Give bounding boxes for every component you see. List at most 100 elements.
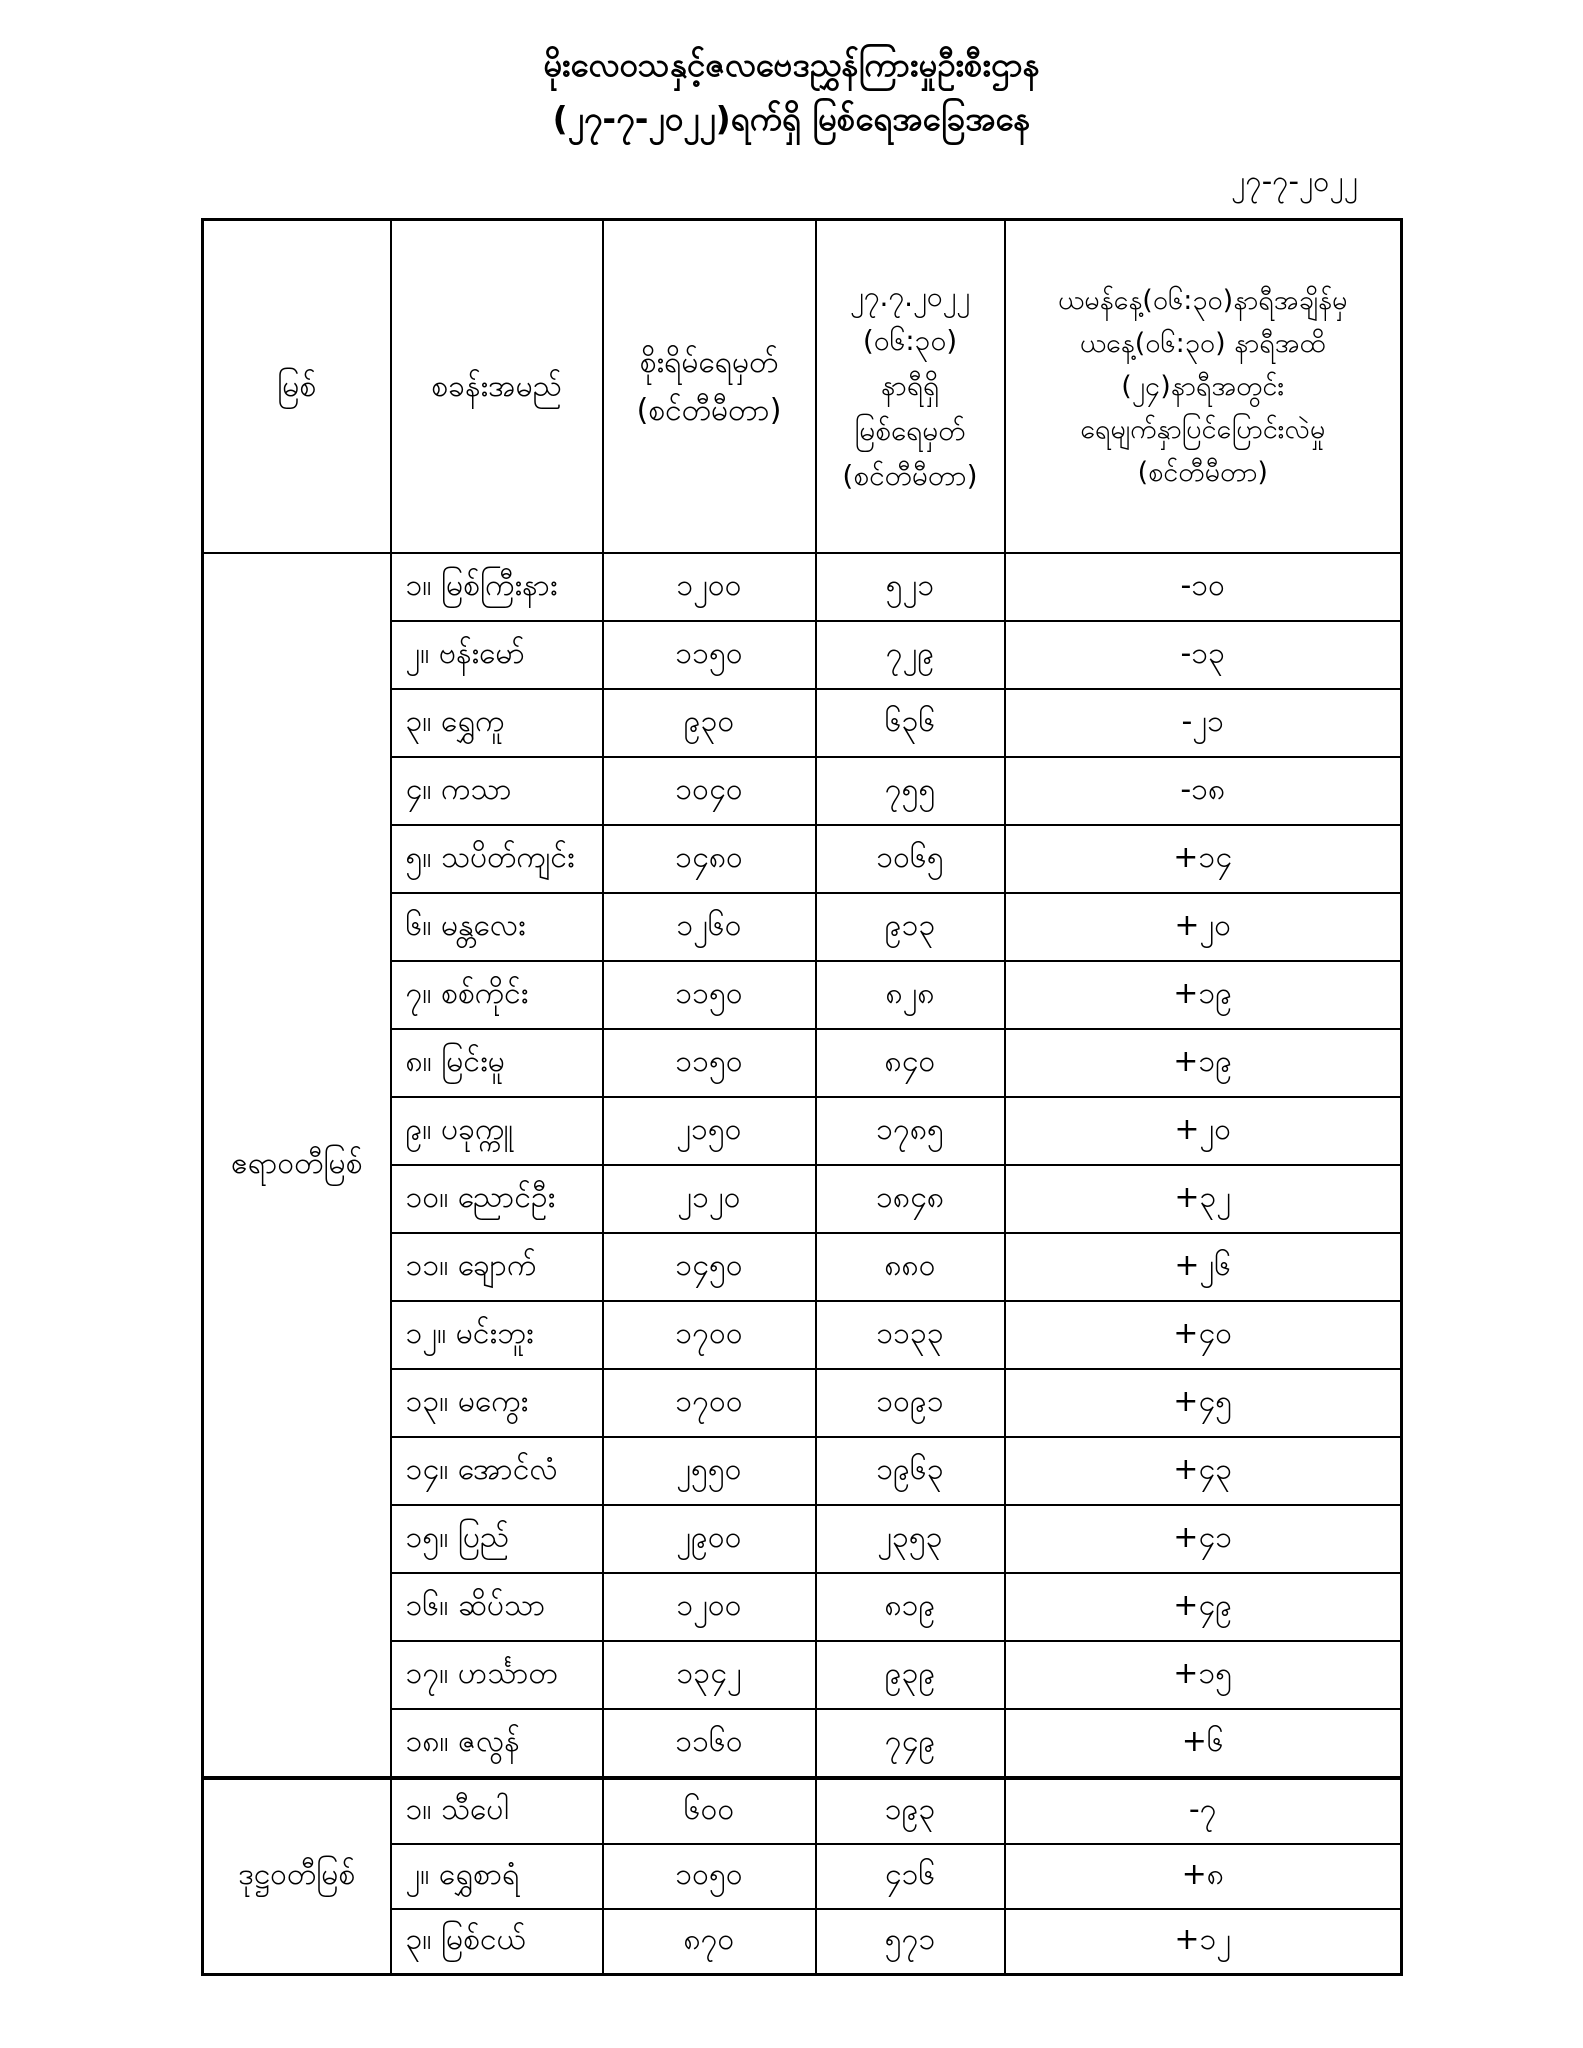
table-row: ၉။ ပခုက္ကူ ၂၁၅၀ ၁၇၈၅ +၂၀ — [203, 1096, 1403, 1166]
water-level-cell: ၈၄၀ — [814, 1028, 1006, 1098]
station-cell: ၁၄။ အောင်လံ — [389, 1436, 604, 1506]
danger-level-cell: ၂၉၀၀ — [601, 1504, 817, 1574]
table-row: ၂။ ရွှေစာရံ ၁၀၅၀ ၄၁၆ +၈ — [203, 1843, 1403, 1910]
river-name-cell: ဒုဋ္ဌဝတီမြစ် — [201, 1776, 392, 1976]
document-title: မိုးလေဝသနှင့်ဇလဗေဒညွှန်ကြားမှုဦးစီးဌာန (… — [0, 38, 1583, 147]
water-level-cell: ၅၂၁ — [814, 552, 1006, 622]
danger-level-cell: ၁၃၄၂ — [601, 1640, 817, 1710]
danger-level-cell: ၁၇၀၀ — [601, 1300, 817, 1370]
change-cell: +၄၃ — [1003, 1436, 1403, 1506]
station-cell: ၂။ ရွှေစာရံ — [389, 1843, 604, 1910]
station-cell: ၇။ စစ်ကိုင်း — [389, 960, 604, 1030]
danger-level-cell: ၂၁၂၀ — [601, 1164, 817, 1234]
station-cell: ၄။ ကသာ — [389, 756, 604, 826]
change-cell: +၄၉ — [1003, 1572, 1403, 1642]
station-cell: ၅။ သပိတ်ကျင်း — [389, 824, 604, 894]
change-cell: +၄၅ — [1003, 1368, 1403, 1438]
station-cell: ၉။ ပခုက္ကူ — [389, 1096, 604, 1166]
station-column-header: စခန်းအမည် — [389, 218, 604, 554]
river-name-cell: ဧရာဝတီမြစ် — [201, 552, 392, 1779]
title-line-1: မိုးလေဝသနှင့်ဇလဗေဒညွှန်ကြားမှုဦးစီးဌာန — [543, 45, 1040, 84]
change-cell: -၁၀ — [1003, 552, 1403, 622]
water-level-cell: ၈၈၀ — [814, 1232, 1006, 1302]
water-level-cell: ၁၁၃၃ — [814, 1300, 1006, 1370]
water-level-cell: ၈၁၉ — [814, 1572, 1006, 1642]
change-column-header: ယမန်နေ့(၀၆:၃၀)နာရီအချိန်မှ ယနေ့(၀၆:၃၀) န… — [1003, 218, 1403, 554]
table-row: ၂။ ဗန်းမော် ၁၁၅၀ ၇၂၉ -၁၃ — [203, 620, 1403, 690]
danger-level-cell: ၁၀၄၀ — [601, 756, 817, 826]
water-level-cell: ၄၁၆ — [814, 1843, 1006, 1910]
danger-level-cell: ၆၀၀ — [601, 1776, 817, 1845]
table-row: ၃။ မြစ်ငယ် ၈၇၀ ၅၇၁ +၁၂ — [203, 1908, 1403, 1976]
station-cell: ၁၅။ ပြည် — [389, 1504, 604, 1574]
table-row: ၇။ စစ်ကိုင်း ၁၁၅၀ ၈၂၈ +၁၉ — [203, 960, 1403, 1030]
station-cell: ၂။ ဗန်းမော် — [389, 620, 604, 690]
change-cell: +၆ — [1003, 1708, 1403, 1779]
danger-level-cell: ၁၄၈၀ — [601, 824, 817, 894]
change-cell: +၁၉ — [1003, 1028, 1403, 1098]
danger-level-cell: ၂၅၅၀ — [601, 1436, 817, 1506]
table-row: ၅။ သပိတ်ကျင်း ၁၄၈၀ ၁၀၆၅ +၁၄ — [203, 824, 1403, 894]
table-row: ၈။ မြင်းမူ ၁၁၅၀ ၈၄၀ +၁၉ — [203, 1028, 1403, 1098]
station-cell: ၈။ မြင်းမူ — [389, 1028, 604, 1098]
river-column-header: မြစ် — [201, 218, 392, 554]
water-level-cell: ၁၈၄၈ — [814, 1164, 1006, 1234]
danger-level-cell: ၁၁၆၀ — [601, 1708, 817, 1779]
table-row: ၁၈။ ဇလွန် ၁၁၆၀ ၇၄၉ +၆ — [203, 1708, 1403, 1779]
table-row: ၁၁။ ချောက် ၁၄၅၀ ၈၈၀ +၂၆ — [203, 1232, 1403, 1302]
table-row: ၆။ မန္တလေး ၁၂၆၀ ၉၁၃ +၂၀ — [203, 892, 1403, 962]
table-row: ၁၅။ ပြည် ၂၉၀၀ ၂၃၅၃ +၄၁ — [203, 1504, 1403, 1574]
change-cell: +၁၂ — [1003, 1908, 1403, 1976]
table-row: ၁၂။ မင်းဘူး ၁၇၀၀ ၁၁၃၃ +၄၀ — [203, 1300, 1403, 1370]
station-cell: ၁၆။ ဆိပ်သာ — [389, 1572, 604, 1642]
station-cell: ၃။ မြစ်ငယ် — [389, 1908, 604, 1976]
table-row: ၁၇။ ဟင်္သာတ ၁၃၄၂ ၉၃၉ +၁၅ — [203, 1640, 1403, 1710]
table-row: ၁၀။ ညောင်ဦး ၂၁၂၀ ၁၈၄၈ +၃၂ — [203, 1164, 1403, 1234]
table-row: ဧရာဝတီမြစ် ၁။ မြစ်ကြီးနား ၁၂၀၀ ၅၂၁ -၁၀ — [201, 552, 1403, 1779]
report-date: ၂၇-၇-၂၀၂၂ — [1231, 164, 1358, 198]
danger-level-cell: ၁၀၅၀ — [601, 1843, 817, 1910]
station-cell: ၁၀။ ညောင်ဦး — [389, 1164, 604, 1234]
water-level-cell: ၈၂၈ — [814, 960, 1006, 1030]
station-cell: ၁၁။ ချောက် — [389, 1232, 604, 1302]
station-cell: ၃။ ရွှေကူ — [389, 688, 604, 758]
water-level-cell: ၁၀၉၁ — [814, 1368, 1006, 1438]
water-level-cell: ၇၄၉ — [814, 1708, 1006, 1779]
change-cell: +၈ — [1003, 1843, 1403, 1910]
danger-level-cell: ၉၃၀ — [601, 688, 817, 758]
change-cell: +၄၀ — [1003, 1300, 1403, 1370]
change-cell: +၃၂ — [1003, 1164, 1403, 1234]
water-level-cell: ၇၅၅ — [814, 756, 1006, 826]
change-cell: +၂၀ — [1003, 892, 1403, 962]
danger-level-cell: ၂၁၅၀ — [601, 1096, 817, 1166]
title-line-2: (၂၇-၇-၂၀၂၂)ရက်ရှိ မြစ်ရေအခြေအနေ — [552, 99, 1031, 139]
danger-level-cell: ၁၁၅၀ — [601, 620, 817, 690]
change-cell: +၁၉ — [1003, 960, 1403, 1030]
table-row: ၃။ ရွှေကူ ၉၃၀ ၆၃၆ -၂၁ — [203, 688, 1403, 758]
danger-level-cell: ၁၇၀၀ — [601, 1368, 817, 1438]
water-level-column-header: ၂၇.၇.၂၀၂၂ (၀၆:၃၀) နာရီရှိ မြစ်ရေမှတ် (စင… — [814, 218, 1006, 554]
change-cell: +၁၅ — [1003, 1640, 1403, 1710]
water-level-cell: ၅၇၁ — [814, 1908, 1006, 1976]
danger-level-cell: ၁၂၆၀ — [601, 892, 817, 962]
water-level-cell: ၆၃၆ — [814, 688, 1006, 758]
table-row: ၄။ ကသာ ၁၀၄၀ ၇၅၅ -၁၈ — [203, 756, 1403, 826]
change-cell: -၇ — [1003, 1776, 1403, 1845]
water-level-cell: ၁၉၃ — [814, 1776, 1006, 1845]
water-level-cell: ၇၂၉ — [814, 620, 1006, 690]
change-cell: +၄၁ — [1003, 1504, 1403, 1574]
danger-level-column-header: စိုးရိမ်ရေမှတ် (စင်တီမီတာ) — [601, 218, 817, 554]
danger-level-cell: ၁၂၀၀ — [601, 552, 817, 622]
water-level-cell: ၁၀၆၅ — [814, 824, 1006, 894]
water-level-cell: ၉၃၉ — [814, 1640, 1006, 1710]
danger-level-cell: ၁၁၅၀ — [601, 960, 817, 1030]
change-cell: -၂၁ — [1003, 688, 1403, 758]
change-cell: +၂၀ — [1003, 1096, 1403, 1166]
table-row: ၁၄။ အောင်လံ ၂၅၅၀ ၁၉၆၃ +၄၃ — [203, 1436, 1403, 1506]
danger-level-cell: ၁၁၅၀ — [601, 1028, 817, 1098]
change-cell: -၁၃ — [1003, 620, 1403, 690]
station-cell: ၆။ မန္တလေး — [389, 892, 604, 962]
change-cell: +၂၆ — [1003, 1232, 1403, 1302]
water-level-cell: ၁၇၈၅ — [814, 1096, 1006, 1166]
